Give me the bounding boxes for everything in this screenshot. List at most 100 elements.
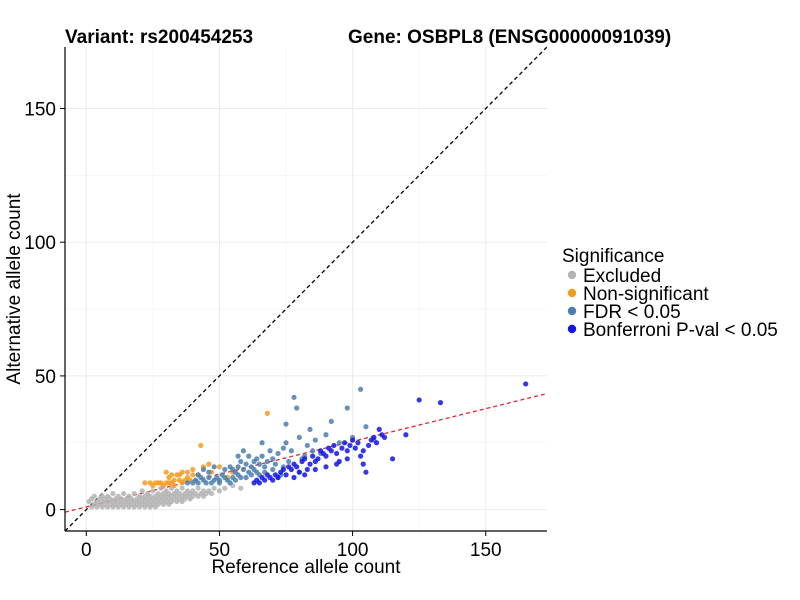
legend-label-0: Excluded bbox=[583, 266, 661, 287]
point-bonferroni-p-val-0-05-55 bbox=[291, 474, 297, 481]
point-fdr-0-05-22 bbox=[235, 464, 241, 470]
point-fdr-0-05-73 bbox=[195, 472, 201, 478]
point-fdr-0-05-46 bbox=[275, 450, 281, 457]
point-fdr-0-05-50 bbox=[283, 440, 289, 446]
point-fdr-0-05-24 bbox=[238, 458, 244, 465]
point-bonferroni-p-val-0-05-17 bbox=[296, 469, 302, 475]
point-bonferroni-p-val-0-05-19 bbox=[302, 456, 308, 462]
point-bonferroni-p-val-0-05-22 bbox=[310, 453, 316, 459]
point-bonferroni-p-val-0-05-36 bbox=[347, 442, 353, 449]
point-excluded-109 bbox=[208, 490, 215, 497]
point-bonferroni-p-val-0-05-21 bbox=[307, 461, 313, 467]
point-excluded-4 bbox=[91, 493, 97, 499]
point-bonferroni-p-val-0-05-33 bbox=[339, 445, 345, 451]
point-bonferroni-p-val-0-05-29 bbox=[328, 448, 334, 454]
point-bonferroni-p-val-0-05-61 bbox=[360, 461, 366, 467]
point-fdr-0-05-78 bbox=[227, 464, 233, 470]
point-non-significant-29 bbox=[216, 464, 223, 470]
point-bonferroni-p-val-0-05-27 bbox=[323, 453, 329, 459]
point-bonferroni-p-val-0-05-46 bbox=[373, 440, 380, 446]
x-tick-label-2: 100 bbox=[337, 540, 369, 561]
point-bonferroni-p-val-0-05-47 bbox=[376, 426, 382, 432]
legend-swatch-0 bbox=[567, 270, 577, 280]
point-fdr-0-05-38 bbox=[259, 453, 265, 459]
point-fdr-0-05-77 bbox=[222, 466, 228, 473]
point-fdr-0-05-26 bbox=[243, 474, 249, 481]
point-non-significant-15 bbox=[171, 477, 177, 483]
legend-swatch-3 bbox=[567, 324, 577, 334]
point-fdr-0-05-68 bbox=[344, 405, 350, 411]
point-fdr-0-05-80 bbox=[240, 448, 247, 454]
point-fdr-0-05-3 bbox=[195, 480, 201, 486]
legend-swatch-2 bbox=[567, 306, 577, 316]
legend-title: Significance bbox=[562, 246, 664, 267]
point-bonferroni-p-val-0-05-42 bbox=[363, 469, 369, 475]
point-fdr-0-05-66 bbox=[328, 418, 334, 424]
point-fdr-0-05-53 bbox=[288, 448, 294, 454]
point-excluded-110 bbox=[211, 485, 217, 491]
reference-lines bbox=[65, 47, 547, 531]
y-axis-ticks: 0 50 100 150 bbox=[24, 100, 65, 522]
point-bonferroni-p-val-0-05-51 bbox=[403, 432, 409, 438]
y-tick-label-1: 50 bbox=[35, 367, 56, 388]
point-fdr-0-05-51 bbox=[283, 421, 289, 427]
point-fdr-0-05-36 bbox=[256, 461, 262, 467]
point-bonferroni-p-val-0-05-30 bbox=[331, 442, 337, 449]
point-fdr-0-05-54 bbox=[291, 394, 297, 400]
point-excluded-49 bbox=[139, 488, 145, 494]
reference-line-fit bbox=[65, 392, 547, 513]
point-fdr-0-05-71 bbox=[363, 424, 369, 430]
point-fdr-0-05-57 bbox=[296, 434, 302, 441]
point-fdr-0-05-35 bbox=[254, 456, 260, 462]
point-non-significant-23 bbox=[190, 472, 196, 478]
point-bonferroni-p-val-0-05-12 bbox=[283, 472, 289, 478]
point-excluded-111 bbox=[216, 488, 223, 494]
y-axis-title: Alternative allele count bbox=[4, 193, 25, 385]
point-bonferroni-p-val-0-05-11 bbox=[280, 466, 286, 473]
point-non-significant-34 bbox=[184, 469, 191, 475]
point-fdr-0-05-55 bbox=[294, 405, 300, 411]
point-fdr-0-05-61 bbox=[307, 426, 313, 432]
point-bonferroni-p-val-0-05-7 bbox=[270, 477, 276, 483]
point-fdr-0-05-41 bbox=[264, 458, 270, 465]
point-bonferroni-p-val-0-05-16 bbox=[294, 464, 300, 470]
point-bonferroni-p-val-0-05-49 bbox=[381, 434, 388, 441]
point-bonferroni-p-val-0-05-60 bbox=[344, 456, 350, 462]
x-tick-label-0: 0 bbox=[81, 540, 92, 561]
point-bonferroni-p-val-0-05-54 bbox=[523, 381, 529, 387]
point-fdr-0-05-60 bbox=[304, 442, 310, 449]
legend: Significance ExcludedNon-significantFDR … bbox=[562, 246, 778, 341]
point-fdr-0-05-19 bbox=[232, 477, 239, 483]
title-variant: Variant: rs200454253 bbox=[65, 27, 253, 48]
point-fdr-0-05-75 bbox=[206, 469, 212, 475]
point-non-significant-24 bbox=[190, 466, 196, 473]
point-fdr-0-05-65 bbox=[323, 432, 329, 438]
point-bonferroni-p-val-0-05-2 bbox=[256, 480, 262, 486]
legend-swatch-1 bbox=[567, 288, 577, 298]
point-fdr-0-05-44 bbox=[270, 466, 276, 473]
point-fdr-0-05-16 bbox=[227, 480, 233, 486]
point-fdr-0-05-25 bbox=[240, 466, 247, 473]
point-bonferroni-p-val-0-05-38 bbox=[352, 445, 358, 451]
point-bonferroni-p-val-0-05-4 bbox=[262, 477, 268, 483]
point-bonferroni-p-val-0-05-35 bbox=[344, 448, 350, 454]
point-non-significant-13 bbox=[168, 472, 175, 478]
x-axis-ticks: 0 50 100 150 bbox=[81, 531, 502, 561]
point-non-significant-32 bbox=[264, 410, 270, 416]
point-bonferroni-p-val-0-05-56 bbox=[302, 472, 308, 478]
legend-label-3: Bonferroni P-val < 0.05 bbox=[583, 320, 778, 341]
x-tick-label-3: 150 bbox=[470, 540, 502, 561]
point-excluded-41 bbox=[131, 490, 137, 497]
point-bonferroni-p-val-0-05-34 bbox=[342, 440, 348, 446]
point-bonferroni-p-val-0-05-58 bbox=[323, 464, 329, 470]
point-fdr-0-05-43 bbox=[270, 456, 276, 462]
point-non-significant-11 bbox=[171, 482, 177, 489]
point-fdr-0-05-70 bbox=[357, 386, 364, 392]
y-tick-label-3: 150 bbox=[24, 100, 56, 121]
legend-label-1: Non-significant bbox=[583, 284, 709, 305]
grid-major bbox=[65, 47, 547, 531]
data-points bbox=[86, 381, 529, 510]
point-fdr-0-05-42 bbox=[267, 448, 273, 454]
